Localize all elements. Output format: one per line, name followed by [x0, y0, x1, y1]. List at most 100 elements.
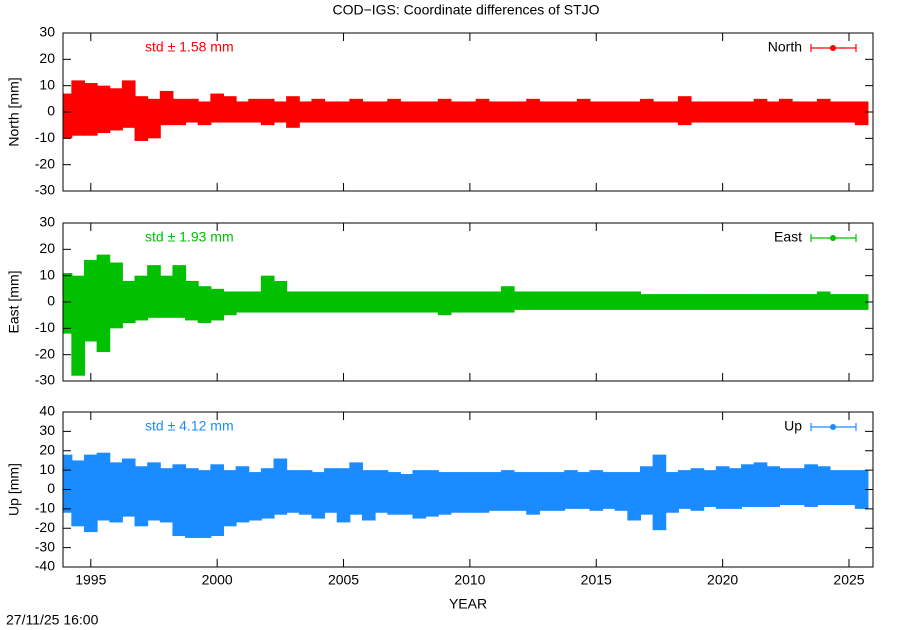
range-bar — [235, 466, 250, 523]
range-bar — [589, 470, 604, 511]
plot-area — [63, 452, 869, 538]
std-annotation: std ± 1.58 mm — [145, 39, 234, 55]
range-bar — [425, 101, 439, 123]
range-bar — [399, 291, 414, 313]
range-bar — [437, 98, 452, 123]
range-bar — [677, 470, 692, 509]
range-bar — [829, 470, 844, 505]
range-bar — [854, 470, 869, 509]
range-bar — [273, 101, 288, 123]
range-bar — [488, 472, 502, 511]
range-bar — [652, 101, 667, 123]
range-bar — [804, 101, 818, 123]
range-bar — [804, 294, 818, 310]
legend-label: North — [768, 39, 802, 55]
range-bar — [374, 291, 389, 313]
std-annotation: std ± 1.93 mm — [145, 229, 234, 245]
range-bar — [450, 472, 465, 513]
range-bar — [197, 470, 212, 538]
range-bar — [134, 466, 149, 527]
y-tick-label: 20 — [39, 50, 55, 66]
range-bar — [185, 280, 199, 321]
range-bar — [703, 101, 717, 123]
range-bar — [273, 458, 288, 515]
range-bar — [134, 96, 149, 141]
range-bar — [602, 101, 616, 123]
range-bar — [387, 291, 401, 313]
range-bar — [298, 291, 313, 313]
range-bar — [564, 291, 578, 310]
range-bar — [63, 273, 73, 334]
range-bar — [816, 291, 831, 310]
range-bar — [147, 265, 161, 318]
range-bar — [437, 472, 452, 515]
range-bar — [488, 101, 502, 123]
range-bar — [425, 470, 439, 517]
range-bar — [551, 101, 566, 123]
range-bar — [842, 101, 856, 123]
range-bar — [248, 472, 262, 521]
range-bar — [71, 275, 85, 376]
legend-dot — [830, 424, 836, 430]
range-bar — [222, 470, 237, 527]
range-bar — [791, 468, 806, 505]
range-bar — [526, 98, 540, 123]
range-bar — [551, 472, 566, 511]
range-bar — [374, 470, 389, 513]
plot-area — [63, 254, 869, 376]
y-tick-label: 30 — [39, 24, 55, 40]
y-tick-label: -20 — [35, 519, 55, 535]
legend-label: Up — [784, 418, 802, 434]
range-bar — [210, 288, 224, 321]
x-tick-label: 2005 — [328, 572, 359, 588]
range-bar — [715, 466, 730, 509]
y-tick-label: -20 — [35, 345, 55, 361]
range-bar — [374, 101, 389, 123]
range-bar — [538, 291, 553, 310]
range-bar — [576, 98, 591, 123]
range-bar — [361, 101, 376, 123]
range-bar — [842, 294, 856, 310]
range-bar — [589, 101, 604, 123]
y-tick-label: -20 — [35, 155, 55, 171]
range-bar — [500, 286, 515, 313]
y-tick-label: 0 — [47, 293, 55, 309]
x-tick-label: 2015 — [581, 572, 612, 588]
range-bar — [513, 291, 528, 310]
range-bar — [766, 294, 780, 310]
range-bar — [399, 101, 414, 123]
y-tick-label: -10 — [35, 129, 55, 145]
range-bar — [83, 83, 98, 136]
range-bar — [361, 291, 376, 313]
range-bar — [121, 280, 136, 324]
range-bar — [690, 468, 705, 511]
y-tick-label: -30 — [35, 372, 55, 388]
range-bar — [387, 98, 401, 123]
range-bar — [703, 294, 717, 310]
range-bar — [703, 470, 717, 507]
range-bar — [804, 464, 818, 507]
range-bar — [677, 96, 692, 126]
range-bar — [83, 454, 98, 533]
range-bar — [728, 101, 743, 123]
range-bar — [639, 98, 654, 123]
range-bar — [437, 291, 452, 316]
range-bar — [273, 280, 288, 313]
range-bar — [715, 101, 730, 123]
y-tick-label: -10 — [35, 500, 55, 516]
range-bar — [71, 80, 85, 136]
range-bar — [741, 464, 755, 507]
range-bar — [829, 101, 844, 123]
range-bar — [222, 291, 237, 316]
y-tick-label: 30 — [39, 422, 55, 438]
range-bar — [412, 470, 427, 519]
range-bar — [690, 294, 705, 310]
range-bar — [96, 85, 111, 134]
range-bar — [551, 291, 566, 310]
range-bar — [63, 454, 73, 513]
range-bar — [627, 291, 641, 310]
y-tick-label: 10 — [39, 461, 55, 477]
range-bar — [475, 291, 490, 313]
range-bar — [463, 291, 477, 313]
